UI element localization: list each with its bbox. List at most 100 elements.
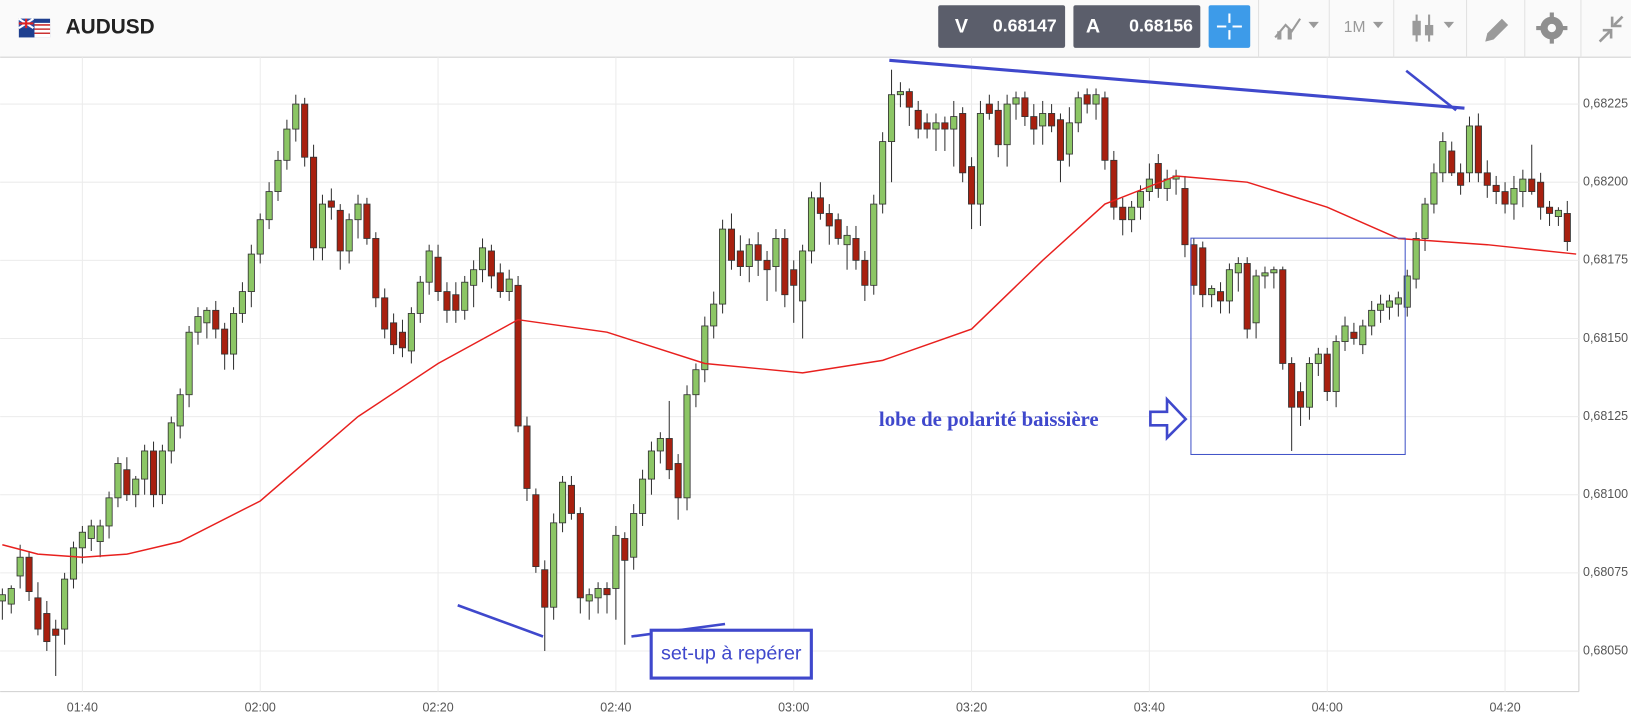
candle-body <box>825 213 833 227</box>
y-tick-label: 0,68075 <box>1583 565 1628 579</box>
candle-body <box>1288 363 1296 408</box>
candle-body <box>1190 244 1198 286</box>
timeframe-button[interactable]: 1M <box>1344 19 1384 36</box>
candle-body <box>1039 113 1047 127</box>
candle-body <box>372 238 380 299</box>
candle-body <box>1270 269 1278 274</box>
candle-body <box>1368 309 1376 327</box>
candle-body <box>354 203 362 221</box>
draw-button[interactable] <box>1485 18 1509 42</box>
candle-body <box>674 463 682 499</box>
candle-body <box>496 272 504 293</box>
x-tick-label: 01:40 <box>67 701 98 715</box>
x-tick-label: 04:00 <box>1312 701 1343 715</box>
candle-body <box>959 113 967 174</box>
candle-body <box>434 256 442 293</box>
candle-body <box>1341 325 1349 343</box>
settings-button[interactable] <box>1536 12 1568 44</box>
buy-button[interactable]: A 0.68156 <box>1073 5 1201 48</box>
flag <box>18 17 51 38</box>
chart-type-button[interactable] <box>1274 18 1319 40</box>
candle-body <box>665 438 673 471</box>
y-tick-label: 0,68050 <box>1583 643 1628 657</box>
candle-body <box>1314 353 1322 364</box>
candle-body <box>1439 141 1447 174</box>
y-tick-label: 0,68125 <box>1583 409 1628 423</box>
candle-body <box>0 594 6 602</box>
candle-body <box>968 166 976 205</box>
symbol: AUDUSD <box>66 16 155 39</box>
candle-body <box>327 200 335 208</box>
candle-body <box>1537 181 1545 208</box>
candle-body <box>185 331 193 396</box>
candle-body <box>221 328 229 355</box>
candle-body <box>283 128 291 161</box>
candle-body <box>514 284 522 427</box>
candle-body <box>301 103 309 158</box>
candle-body <box>1181 188 1189 246</box>
x-tick-label: 02:00 <box>245 701 276 715</box>
candle-body <box>69 547 78 580</box>
indicators-button[interactable] <box>1412 14 1455 42</box>
candle-body <box>719 228 727 305</box>
candle-body <box>603 588 611 596</box>
candle-body <box>87 525 95 539</box>
y-tick-label: 0,68225 <box>1583 96 1628 110</box>
candle-body <box>1332 341 1340 393</box>
candle-body <box>1012 97 1020 105</box>
sell-label: V <box>955 15 969 37</box>
candle-body <box>541 569 549 608</box>
candle-body <box>710 303 718 327</box>
candle-body <box>256 219 264 255</box>
candle-body <box>914 109 922 130</box>
candle-body <box>887 94 896 142</box>
candle-body <box>763 259 771 271</box>
candle-body <box>656 438 664 452</box>
candle-body <box>1279 269 1287 364</box>
x-tick-label: 02:40 <box>600 701 631 715</box>
candle-body <box>461 281 469 311</box>
sell-button[interactable]: V 0.68147 <box>938 5 1066 48</box>
candle-body <box>470 269 478 286</box>
candle-body <box>834 219 842 239</box>
candle-body <box>443 291 451 311</box>
candle-body <box>576 513 584 599</box>
x-tick-label: 04:20 <box>1489 701 1520 715</box>
annotations: lobe de polarité baissière set-up à repé… <box>457 58 1465 680</box>
candle-body <box>736 250 744 267</box>
candle-body <box>1065 122 1073 155</box>
candle-body <box>34 597 42 630</box>
candle-body <box>1377 303 1385 311</box>
candle-body <box>1394 297 1402 305</box>
candle-body <box>96 525 104 543</box>
candle-body <box>1128 206 1136 221</box>
candle-body <box>292 103 300 130</box>
candle-body <box>167 422 175 452</box>
candle-body <box>318 203 326 249</box>
candle-body <box>1563 213 1571 242</box>
y-tick-label: 0,68175 <box>1583 253 1628 267</box>
candle-body <box>1465 125 1474 174</box>
candle-body <box>52 628 60 636</box>
candle-body <box>274 159 282 192</box>
collapse-button[interactable] <box>1598 15 1624 43</box>
candle-body <box>310 156 318 249</box>
candle-body <box>1448 150 1456 174</box>
candle-body <box>799 250 807 302</box>
candle-body <box>247 253 255 293</box>
y-tick-label: 0,68100 <box>1583 487 1628 501</box>
candle-body <box>78 531 86 549</box>
candle-body <box>1483 172 1491 186</box>
trend-line <box>889 58 1465 110</box>
candle-body <box>158 450 166 496</box>
candle-body <box>727 228 736 261</box>
candle-body <box>1199 247 1207 296</box>
candle-body <box>1305 363 1313 408</box>
crosshair-button[interactable] <box>1208 5 1251 48</box>
candle-body <box>639 478 647 514</box>
candle-body <box>1528 178 1536 192</box>
candle-body <box>1110 159 1118 208</box>
x-tick-label: 02:20 <box>422 701 453 715</box>
timeframe: 1M <box>1344 19 1366 36</box>
